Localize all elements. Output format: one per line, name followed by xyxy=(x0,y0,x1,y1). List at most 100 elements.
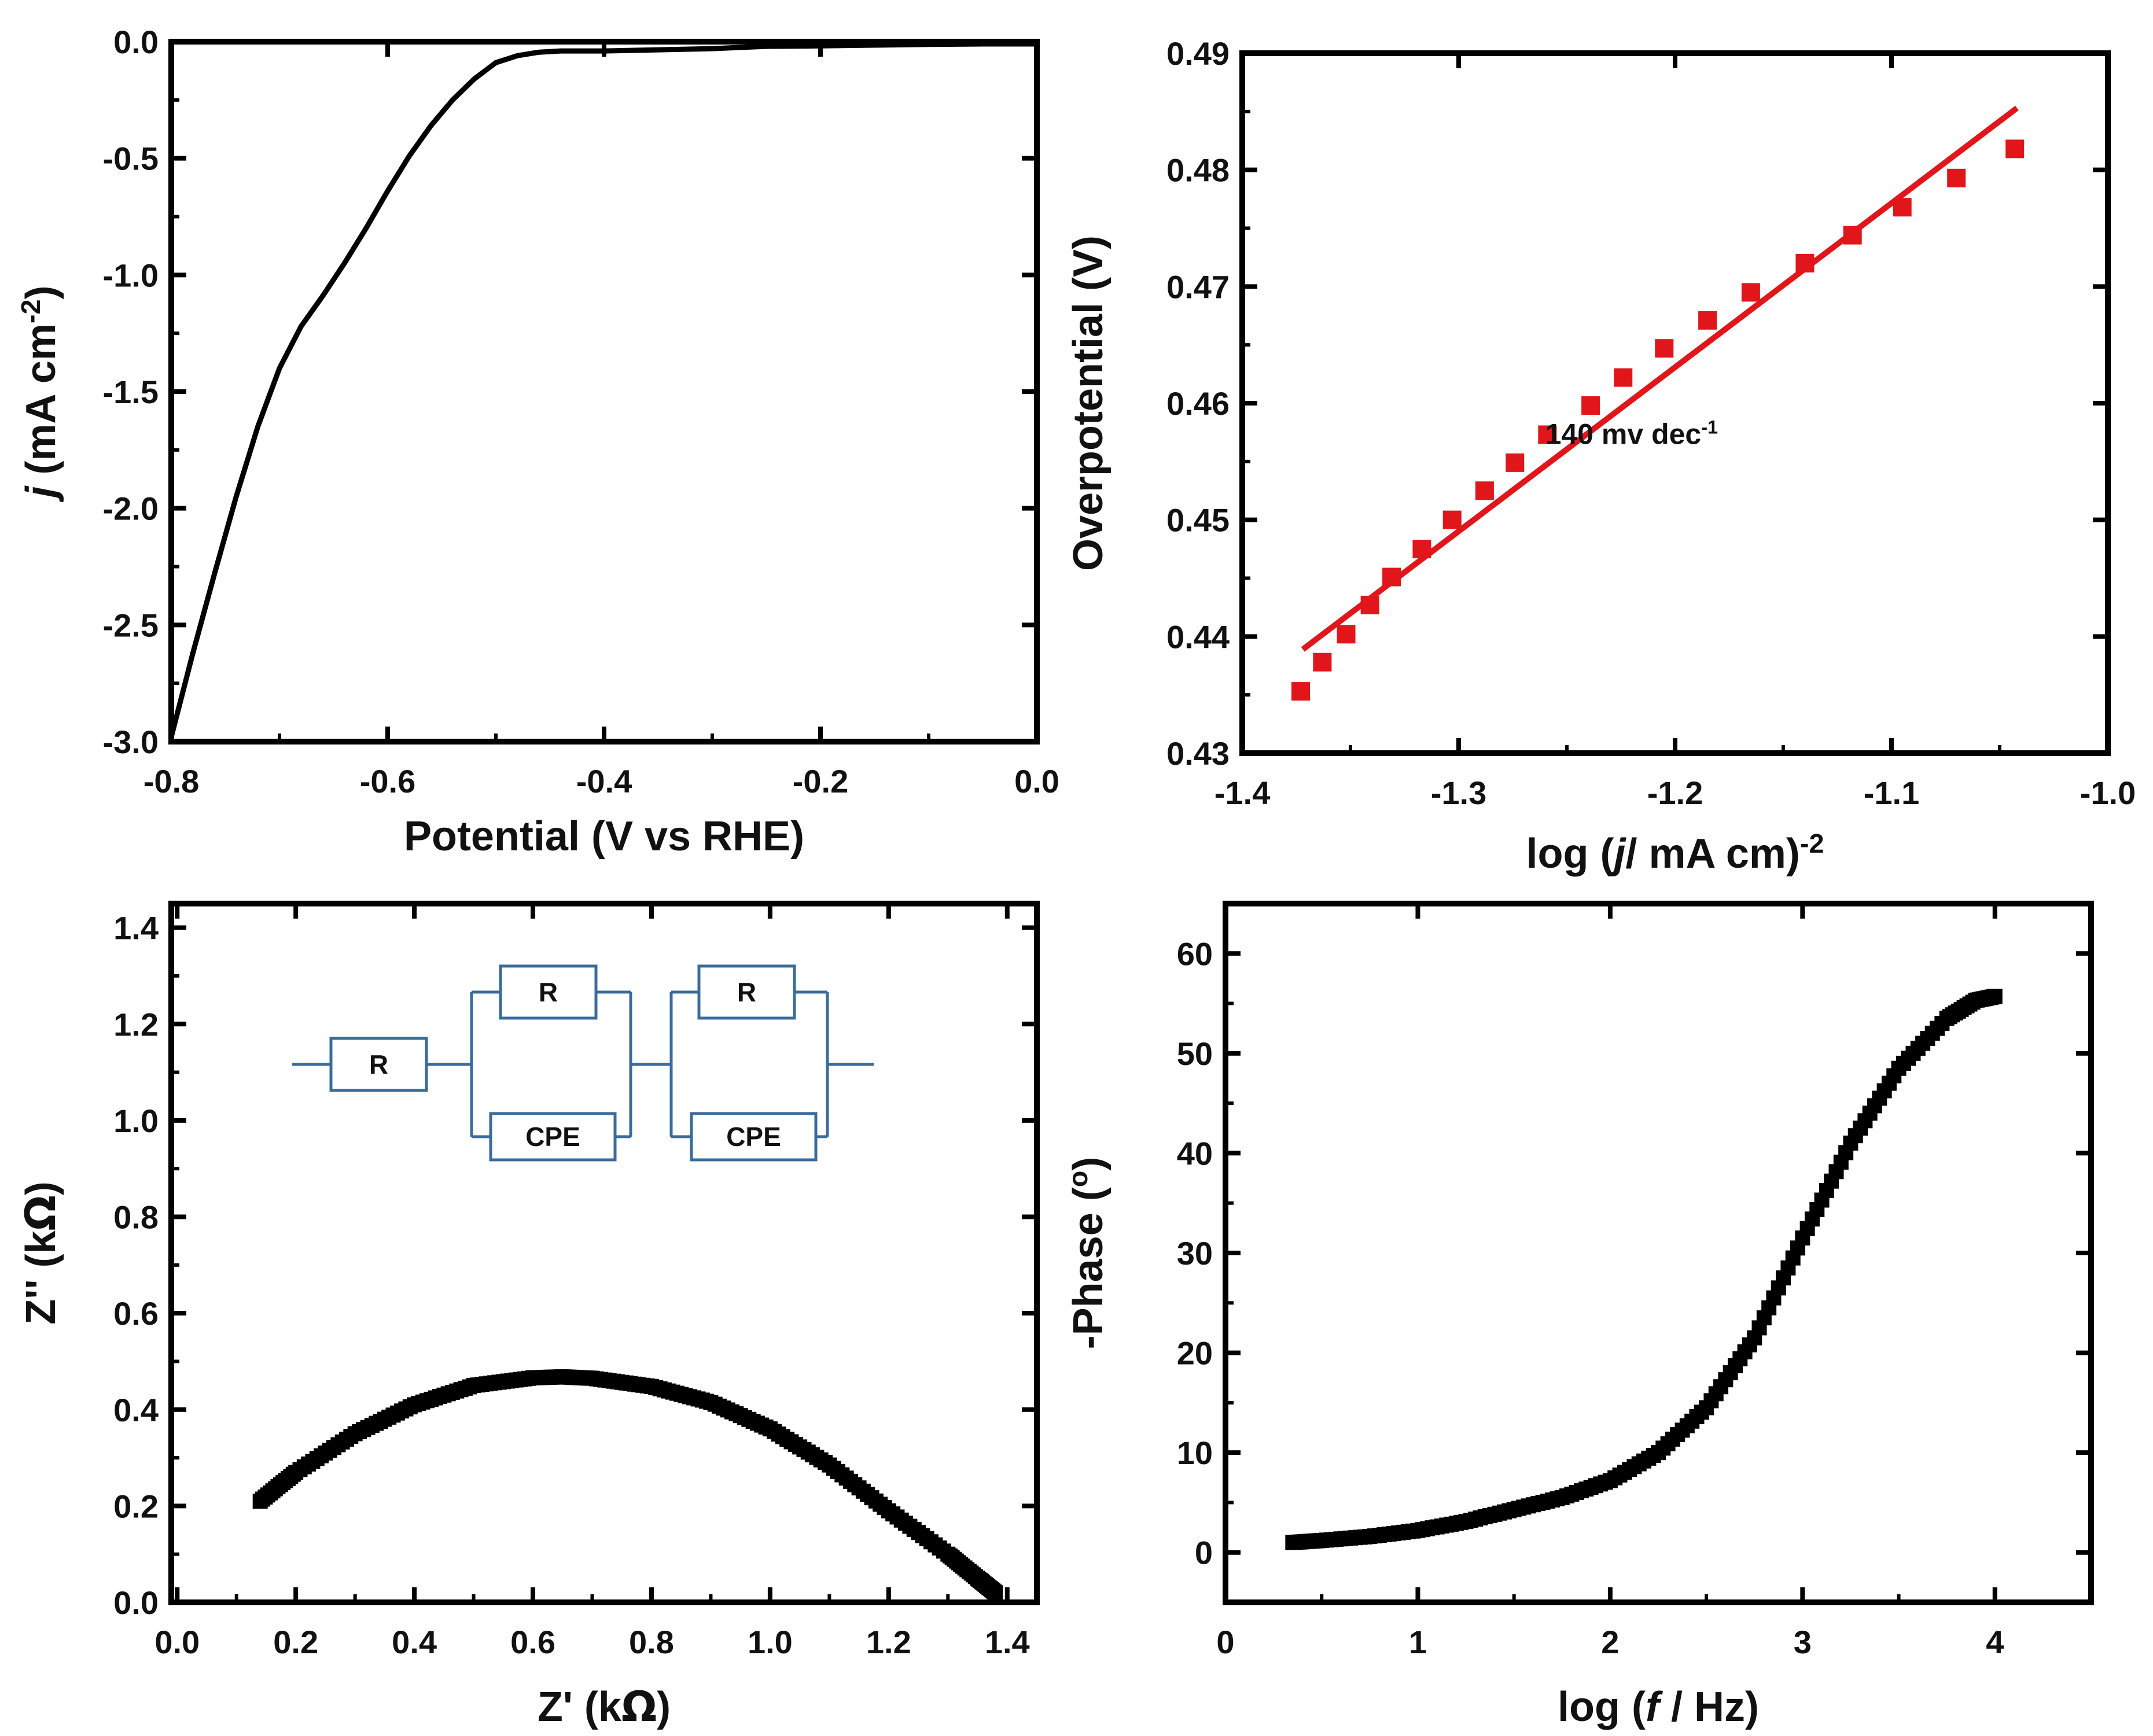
tafel-point xyxy=(1412,540,1431,559)
y-tick-label: 40 xyxy=(1177,1135,1213,1171)
circuit-element xyxy=(489,1112,617,1162)
y-tick-label: 0.44 xyxy=(1166,618,1230,655)
x-axis-title: Potential (V vs RHE) xyxy=(404,813,804,860)
label-part: -1 xyxy=(1701,417,1718,438)
tafel-point xyxy=(1947,168,1966,187)
y-tick-label: 0.2 xyxy=(113,1488,159,1524)
y-tick-label: 0.0 xyxy=(113,1584,159,1621)
y-tick-label: 0.43 xyxy=(1166,735,1230,772)
lsv-chart: -0.8 -0.6 -0.4 -0.2 0.0 -3.0 -2.5 -2.0 -1.5 -1.0 -… xyxy=(16,24,1059,860)
label-part: ) xyxy=(1065,1157,1112,1171)
label-part: -2 xyxy=(1800,828,1824,858)
x-tick-label: -0.6 xyxy=(360,763,416,799)
x-tick-label: 2 xyxy=(1601,1624,1619,1660)
circuit-element xyxy=(499,964,598,1020)
y-tick-label: 0.4 xyxy=(113,1392,159,1428)
x-tick-label: 0.2 xyxy=(273,1624,318,1660)
circuit-element-label: R xyxy=(539,977,558,1007)
x-tick-label: -1.2 xyxy=(1647,775,1703,811)
y-tick-label: -2.5 xyxy=(103,607,159,643)
x-tick-label: 0.0 xyxy=(1014,763,1059,799)
x-tick-label: -1.3 xyxy=(1431,775,1487,811)
label-part: Ω xyxy=(16,1195,65,1230)
tafel-slope-annotation: 140 mv dec-1 xyxy=(1545,417,1718,451)
y-tick-label: 0.48 xyxy=(1166,152,1230,189)
tafel-point xyxy=(1337,625,1356,644)
y-tick-label: -1.0 xyxy=(103,257,159,293)
x-tick-label: 1.2 xyxy=(866,1624,911,1660)
x-tick-label: -1.4 xyxy=(1214,775,1271,811)
tafel-point xyxy=(1313,653,1332,672)
y-tick-label: 10 xyxy=(1177,1435,1213,1471)
label-part: o xyxy=(1063,1171,1093,1188)
x-tick-label: 3 xyxy=(1794,1624,1812,1660)
tafel-point xyxy=(1360,595,1379,614)
bode-point xyxy=(1987,989,2003,1004)
y-axis-title: Overpotential (V) xyxy=(1065,235,1112,571)
tafel-point xyxy=(1741,283,1760,302)
x-axis-title: log (j/ mA cm)-2 xyxy=(1526,828,1824,877)
y-tick-label: 0.0 xyxy=(113,24,159,60)
y-tick-label: 60 xyxy=(1177,935,1213,972)
tafel-point xyxy=(1291,682,1310,701)
y-tick-label: 1.4 xyxy=(113,910,159,946)
label-part: -2 xyxy=(16,299,46,323)
tafel-point xyxy=(1893,198,1912,217)
y-tick-label: 1.2 xyxy=(113,1006,159,1042)
y-tick-label: 0.6 xyxy=(113,1295,159,1332)
y-axis-title: Z'' (kΩ) xyxy=(16,1181,65,1324)
circuit-element xyxy=(697,964,796,1020)
circuit-element-label: CPE xyxy=(726,1122,781,1152)
label-part: ) xyxy=(18,285,64,299)
circuit-element-label: R xyxy=(737,977,756,1007)
label-part: / Hz) xyxy=(1659,1684,1759,1730)
tafel-point xyxy=(1475,481,1494,500)
y-tick-label: -3.0 xyxy=(103,724,159,760)
nyquist-chart: 0.0 0.2 0.4 0.6 0.8 1.0 1.2 1.4 0.0 0.2 0.4 0.6 0.8 1… xyxy=(16,901,1040,1731)
tafel-point xyxy=(1442,510,1462,529)
lsv-curve xyxy=(168,41,1037,738)
label-part: Z' (k xyxy=(538,1684,622,1730)
x-tick-label: 1 xyxy=(1409,1624,1427,1660)
tafel-point xyxy=(1614,368,1633,387)
label-part: Ω xyxy=(621,1682,657,1731)
label-part: log ( xyxy=(1558,1684,1646,1730)
label-part: (mA cm xyxy=(18,323,64,486)
x-tick-label: 0 xyxy=(1216,1624,1234,1660)
y-tick-label: 30 xyxy=(1177,1235,1213,1271)
tafel-point xyxy=(1581,396,1600,415)
x-tick-label: -1.1 xyxy=(1864,775,1920,811)
x-axis-title: Z' (kΩ) xyxy=(538,1682,671,1731)
x-tick-label: -0.4 xyxy=(576,763,632,799)
tafel-fit-line xyxy=(1301,105,2019,652)
y-tick-label: 1.0 xyxy=(113,1103,159,1139)
equivalent-circuit-inset: R R CPE R CPE xyxy=(292,964,874,1162)
y-axis-title: -Phase (o) xyxy=(1063,1157,1112,1350)
y-axis-title: j (mA cm-2) xyxy=(16,285,64,502)
circuit-element-label: CPE xyxy=(525,1122,580,1152)
tafel-point xyxy=(2005,139,2025,159)
y-tick-label: 0.46 xyxy=(1166,385,1230,422)
y-tick-label: 0.8 xyxy=(113,1199,159,1236)
y-tick-label: 50 xyxy=(1177,1035,1213,1072)
x-tick-label: 1.4 xyxy=(985,1624,1030,1660)
x-tick-label: -0.2 xyxy=(793,763,849,799)
x-tick-label: 0.6 xyxy=(510,1624,555,1660)
tafel-point xyxy=(1795,254,1815,272)
y-tick-label: 20 xyxy=(1177,1335,1213,1372)
tafel-point xyxy=(1506,453,1525,472)
label-part: ) xyxy=(18,1181,64,1195)
tafel-point xyxy=(1538,425,1557,444)
x-tick-label: 0.4 xyxy=(392,1624,437,1660)
label-part: ) xyxy=(657,1684,671,1730)
x-tick-label: 4 xyxy=(1986,1624,2004,1660)
nyquist-point xyxy=(988,1585,1003,1601)
tafel-point xyxy=(1655,339,1674,358)
tafel-chart: -1.4 -1.3 -1.2 -1.1 -1.0 0.43 0.44 0.45 0.46 0.47… xyxy=(1065,35,2136,877)
y-tick-label: -1.5 xyxy=(103,374,159,410)
tafel-point xyxy=(1698,311,1717,330)
y-tick-label: -2.0 xyxy=(103,491,159,527)
tafel-point xyxy=(1843,226,1862,245)
